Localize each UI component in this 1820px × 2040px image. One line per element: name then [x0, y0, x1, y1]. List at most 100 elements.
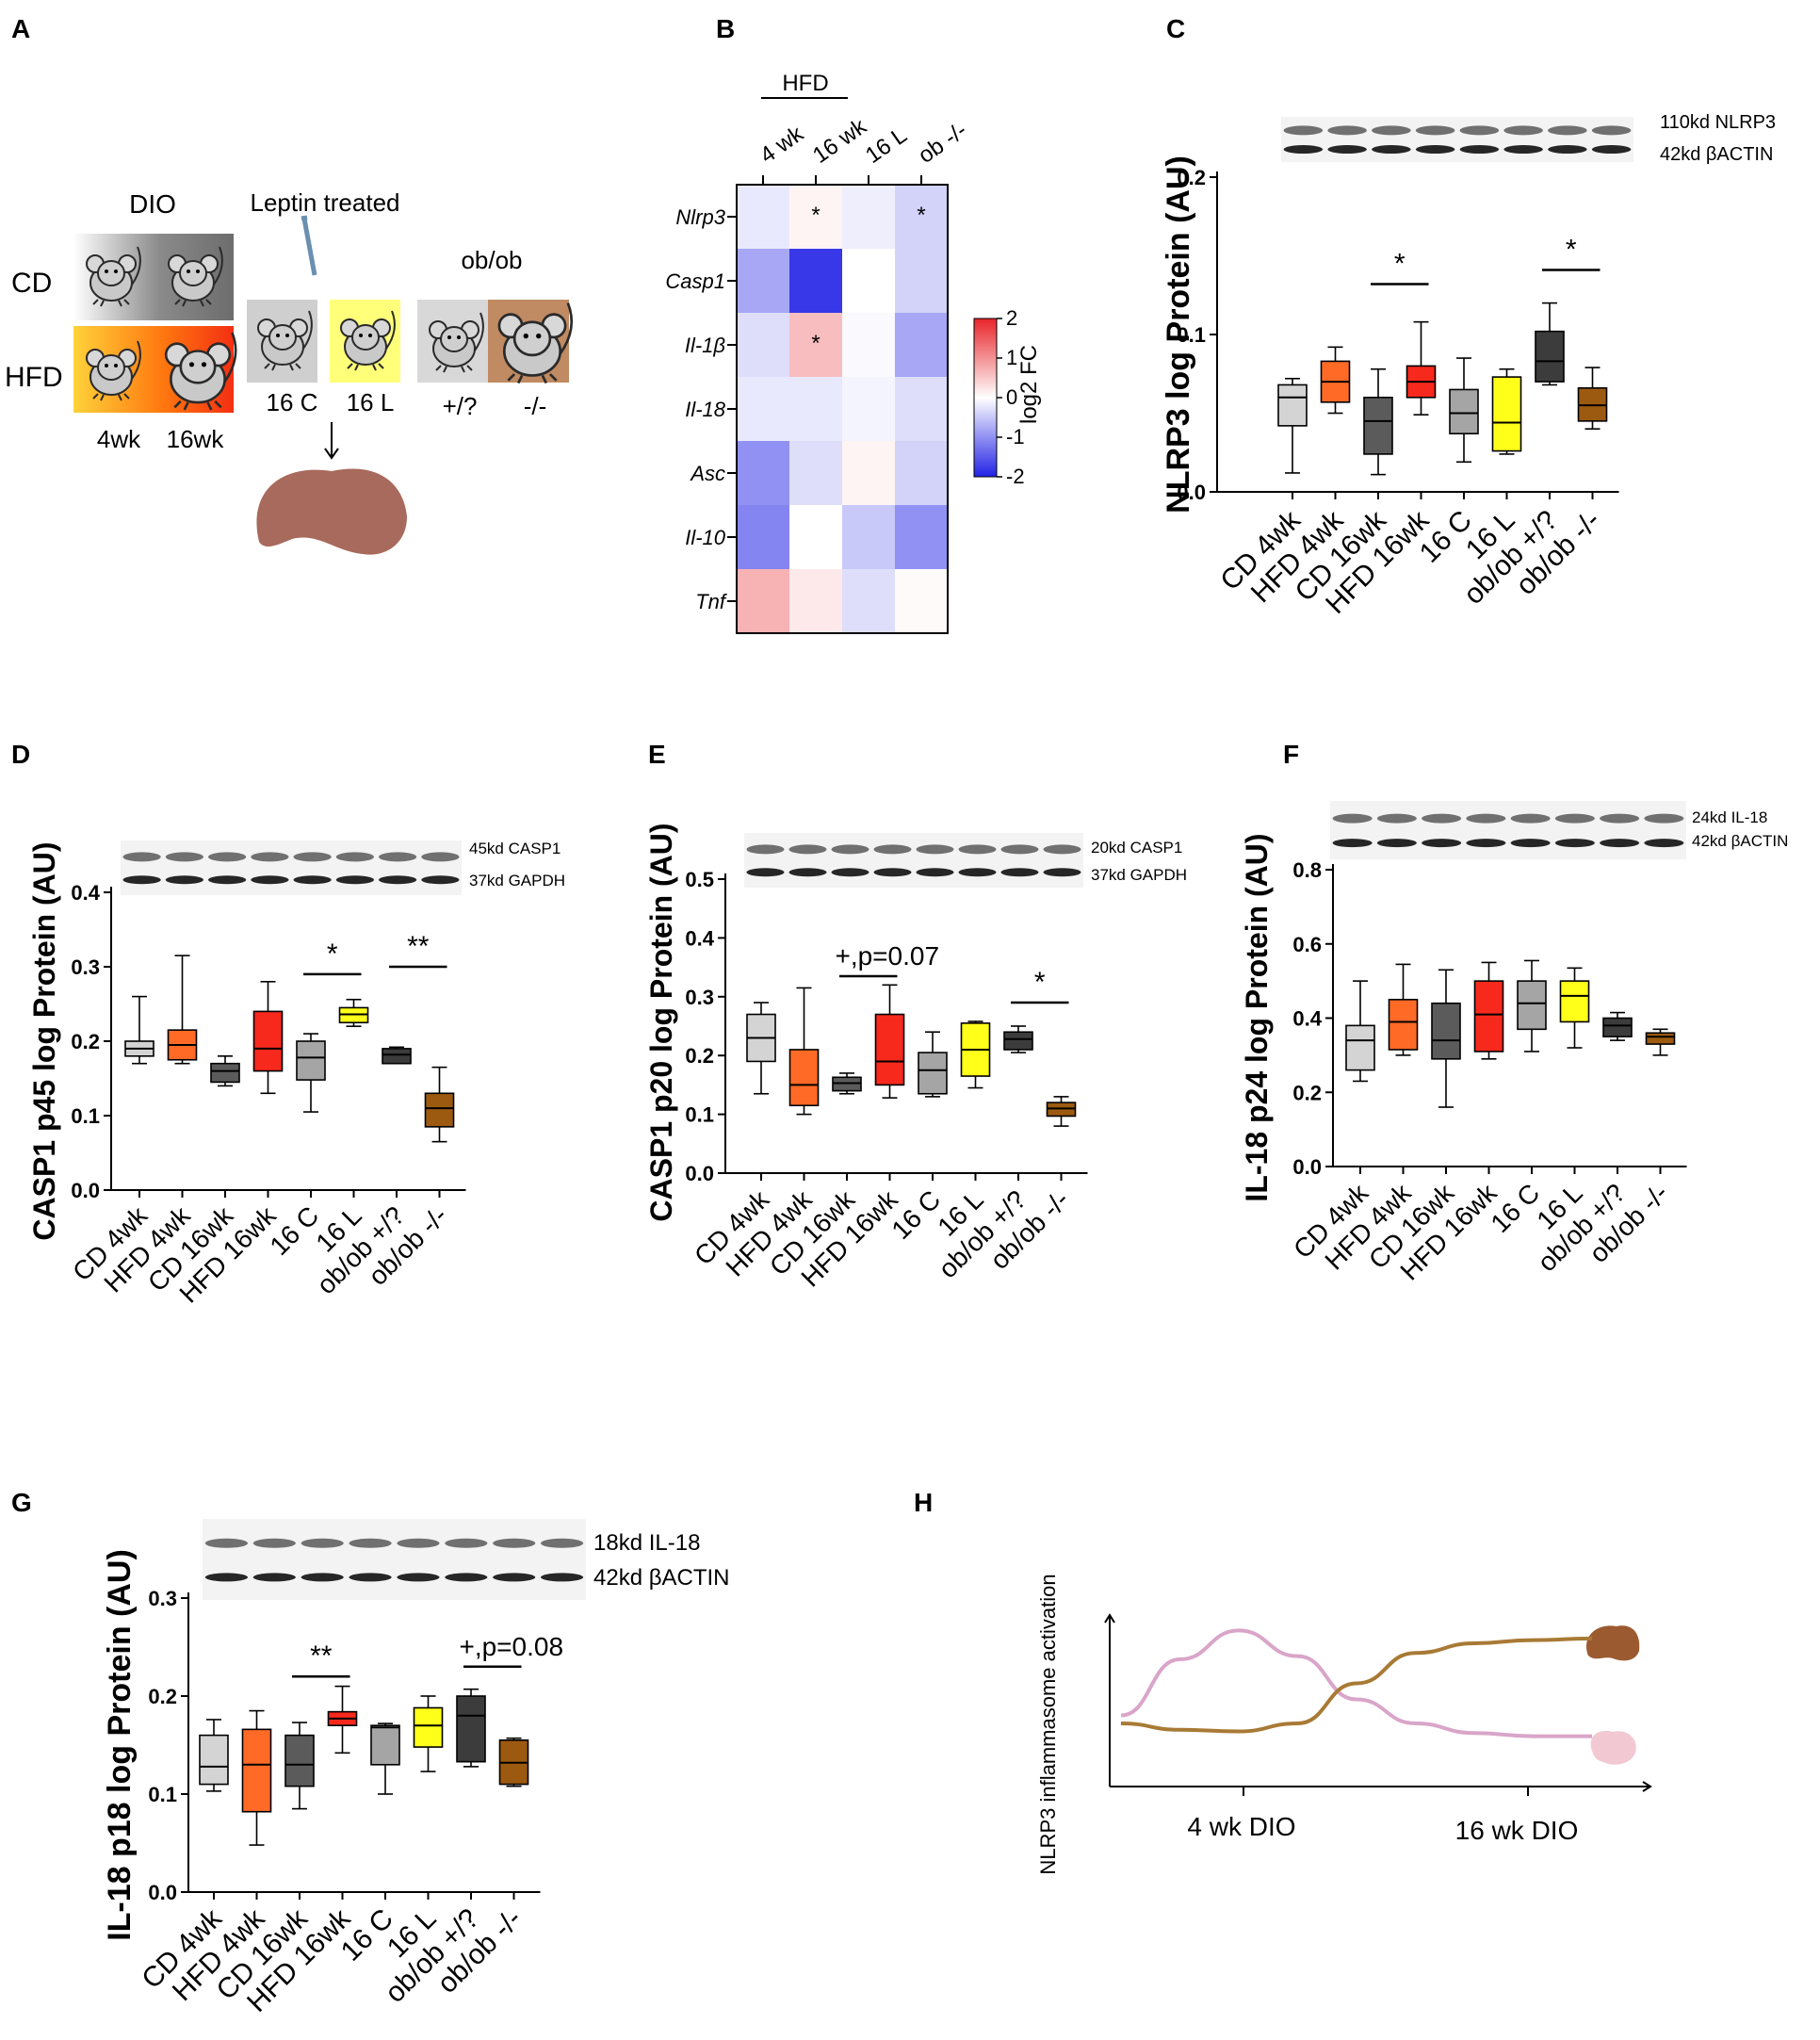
y-tick-label: 0.0 — [1292, 1155, 1322, 1179]
western-blot-band — [1422, 813, 1462, 824]
heatmap-cell — [842, 569, 895, 633]
western-blot-band — [204, 1573, 249, 1582]
western-blot-band — [1327, 145, 1367, 155]
box-hfd-16wk — [252, 1010, 284, 1072]
western-blot-band — [397, 1573, 440, 1582]
box-16-l — [413, 1706, 444, 1748]
blot-band-label: 18kd IL-18 — [593, 1530, 700, 1556]
y-tick-label: 0.2 — [148, 1685, 177, 1708]
blot-band-label: 45kd CASP1 — [469, 840, 561, 857]
western-blot-band — [445, 1538, 488, 1548]
box-ob-ob- — [1535, 330, 1565, 383]
colorbar — [973, 318, 998, 478]
panel-h-lineplot: NLRP3 inflammasome activation 4 wk DIO 1… — [1036, 1574, 1652, 1875]
colorbar-tick-label: 2 — [1006, 306, 1017, 330]
significance-label: ** — [310, 1640, 333, 1672]
western-blot-band — [540, 1573, 584, 1582]
box-16-c — [296, 1040, 326, 1081]
heatmap-cell — [789, 505, 842, 569]
western-blot-band — [1415, 145, 1455, 155]
y-tick-label: 0.0 — [148, 1881, 177, 1904]
y-tick-label: 0.3 — [71, 955, 100, 979]
y-tick-label: 0.2 — [71, 1030, 100, 1053]
western-blot-band — [1554, 839, 1595, 848]
blot-band-label: 20kd CASP1 — [1091, 839, 1182, 857]
syringe-icon — [301, 215, 317, 276]
heatmap-cell — [895, 313, 948, 377]
box-hfd-16wk — [874, 1013, 905, 1086]
h-xtick-16wk: 16 wk DIO — [1455, 1816, 1579, 1845]
box-16-l — [1559, 980, 1590, 1023]
western-blot-strip — [744, 833, 1083, 888]
box-16-c — [1449, 388, 1479, 435]
heatmap-cell — [895, 185, 948, 249]
y-tick-label: 0.1 — [148, 1783, 177, 1806]
western-blot-band — [397, 1538, 440, 1548]
western-blot-band — [208, 875, 247, 885]
liver-small-icon — [1586, 1625, 1640, 1661]
heatmap-col-label: 16 wk — [808, 113, 872, 169]
western-blot-band — [1415, 125, 1455, 136]
box-ob-ob- — [1003, 1031, 1033, 1051]
western-blot-strip — [203, 1519, 586, 1600]
box-hfd-4wk — [241, 1728, 272, 1813]
western-blot-band — [204, 1538, 249, 1548]
h-ylabel: NLRP3 inflammasome activation — [1036, 1574, 1060, 1874]
box-ob-ob- — [382, 1048, 412, 1065]
label-16wk: 16wk — [167, 425, 225, 453]
label-4wk: 4wk — [97, 425, 141, 453]
y-tick-label: 0.2 — [1292, 1081, 1322, 1104]
y-axis-title: CASP1 p20 log Protein (AU) — [644, 823, 678, 1221]
panel-letter-b: B — [716, 14, 735, 43]
significance-label: +,p=0.07 — [835, 941, 939, 971]
heatmap-cell — [842, 505, 895, 569]
western-blot-band — [958, 868, 997, 877]
panel-d-boxplot: 45kd CASP1 37kd GAPDH 0.0 0.1 0.2 0.3 0.4 CASP1… — [27, 840, 565, 1309]
western-blot-band — [122, 852, 161, 862]
panel-e-boxplot: 20kd CASP1 37kd GAPDH 0.0 0.1 0.2 0.3 0.4 0.5 CA… — [644, 823, 1187, 1292]
colorbar-tick-label: -2 — [1006, 465, 1025, 488]
western-blot-band — [1600, 839, 1640, 848]
adipose-icon — [1590, 1730, 1636, 1765]
y-tick-label: 0.3 — [685, 986, 714, 1009]
panel-letter-h: H — [914, 1488, 933, 1517]
obob-label: ob/ob — [461, 246, 522, 274]
heatmap-row-label: Asc — [689, 462, 725, 485]
y-axis-title: NLRP3 log Protein (AU) — [1161, 155, 1196, 514]
heatmap-cell — [737, 441, 789, 505]
heatmap-cell — [737, 313, 789, 377]
western-blot-band — [788, 868, 827, 877]
heatmap-cell — [737, 377, 789, 441]
heatmap-cell — [789, 441, 842, 505]
heatmap-cell — [895, 441, 948, 505]
y-tick-label: 0.1 — [1177, 323, 1206, 347]
heatmap-col-label: 16 L — [861, 122, 912, 169]
western-blot-band — [1372, 125, 1411, 136]
box-16-c — [370, 1724, 400, 1766]
western-blot-band — [493, 1573, 536, 1582]
significance-label: ** — [407, 931, 430, 962]
western-blot-band — [1466, 839, 1506, 848]
western-blot-band — [293, 852, 332, 862]
box-ob-ob- — [1602, 1017, 1633, 1037]
heatmap-row-label: Tnf — [695, 590, 728, 613]
western-blot-band — [349, 1538, 392, 1548]
heatmap-row-label: Il-1β — [685, 334, 726, 357]
western-blot-band — [1043, 868, 1081, 877]
western-blot-band — [122, 875, 161, 885]
y-tick-label: 0.6 — [1292, 933, 1322, 956]
panel-letter-f: F — [1283, 740, 1299, 769]
western-blot-band — [301, 1573, 344, 1582]
heatmap-significance-star: * — [917, 203, 925, 228]
western-blot-band — [1503, 145, 1543, 155]
heatmap-cell — [895, 569, 948, 633]
panel-a-schematic: DIO Leptin treated ob/ob CD HFD 4wk 16wk… — [5, 188, 574, 555]
western-blot-band — [165, 875, 203, 885]
box-ob-ob- — [456, 1695, 486, 1763]
western-blot-band — [746, 868, 785, 877]
blot-band-label: 110kd NLRP3 — [1660, 112, 1776, 133]
western-blot-band — [1376, 813, 1417, 824]
western-blot-band — [1503, 125, 1543, 136]
